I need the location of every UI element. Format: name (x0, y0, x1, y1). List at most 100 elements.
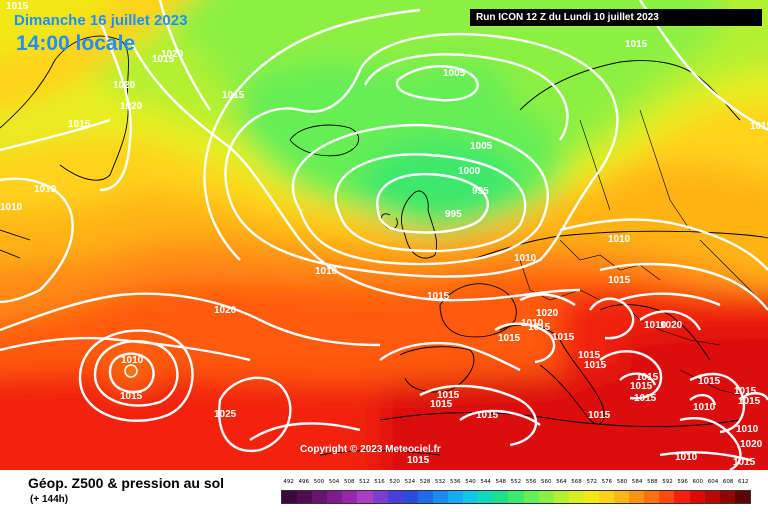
scale-swatch (478, 491, 494, 503)
isobar-label: 1010 (514, 253, 537, 264)
scale-label: 576 (601, 479, 613, 485)
isobar-label: 1015 (698, 376, 721, 387)
scale-swatch (583, 491, 599, 503)
scale-label: 536 (450, 479, 461, 485)
isobar-label: 1015 (738, 396, 761, 407)
scale-label: 500 (313, 479, 325, 485)
scale-label: 556 (525, 479, 537, 485)
scale-swatch (417, 491, 433, 503)
legend-subtitle: (+ 144h) (30, 494, 69, 505)
copyright-notice: Copyright © 2023 Meteociel.fr (300, 444, 441, 455)
isobar-label: 1015 (476, 410, 499, 421)
scale-swatch (493, 491, 509, 503)
scale-label: 516 (374, 479, 385, 485)
isobar-label: 1020 (536, 308, 559, 319)
isobar-label: 1005 (470, 141, 493, 152)
isobar-label: 1015 (750, 121, 768, 132)
high-pressure-center: 1010 (121, 355, 144, 378)
isobar-label: 1015 (427, 291, 450, 302)
scale-label: 540 (465, 479, 476, 485)
scale-swatch (387, 491, 403, 503)
scale-label: 548 (495, 479, 507, 485)
isobars (0, 0, 768, 470)
country-borders (519, 109, 761, 396)
scale-swatch (523, 491, 539, 503)
scale-swatch (312, 491, 328, 503)
scale-label: 564 (556, 479, 567, 485)
isobar-label: 1015 (552, 332, 575, 343)
scale-label: 520 (389, 479, 400, 485)
isobar-label: 1000 (458, 166, 481, 177)
scale-label: 604 (707, 479, 719, 485)
isobar-label: 1020 (161, 49, 184, 60)
isobar-label: 1015 (733, 457, 756, 468)
isobar-label: 1010 (644, 320, 667, 331)
scale-swatch (734, 491, 750, 503)
isobar-label: 1020 (660, 320, 683, 331)
isobar-label: 1015 (634, 393, 657, 404)
scale-swatch (432, 491, 449, 503)
isobar-label: 1015 (68, 119, 91, 130)
scale-label: 572 (586, 479, 597, 485)
isobar-label: 1005 (443, 68, 466, 79)
isobar-label: 1015 (437, 390, 460, 401)
isobar-label: 995 (472, 186, 489, 197)
isobar-label: 1015 (528, 322, 551, 333)
scale-swatch (508, 491, 524, 503)
isobar-label: 1015 (6, 1, 29, 12)
isobar-label: 1010 (521, 318, 544, 329)
isobar-label: 1020 (113, 80, 136, 91)
scale-label: 496 (298, 479, 309, 485)
isobar-label: 1010 (0, 202, 23, 213)
scale-swatch (538, 491, 554, 503)
scale-label: 492 (283, 479, 294, 485)
scale-label: 612 (738, 479, 749, 485)
isobar-label: 1015 (625, 39, 648, 50)
scale-label: 512 (359, 479, 370, 485)
isobar-label: 1015 (636, 372, 659, 383)
scale-label: 532 (434, 479, 446, 485)
isobar-label: 1015 (407, 455, 430, 466)
isobar-label: 1010 (693, 402, 716, 413)
scale-swatch (568, 491, 584, 503)
scale-swatch (674, 491, 690, 503)
isobar-label: 1015 (222, 90, 245, 101)
scale-label: 524 (404, 479, 416, 485)
scale-label: 588 (647, 479, 658, 485)
scale-label: 552 (510, 479, 522, 485)
scale-swatch (448, 491, 464, 503)
scale-label: 528 (419, 479, 431, 485)
weather-map: 1015 1020 1025 1015 1020 1020 1015 1015 … (0, 0, 768, 470)
scale-swatch (689, 491, 705, 503)
scale-swatch (719, 491, 735, 503)
isobar-label: 1020 (740, 439, 763, 450)
scale-swatch (644, 491, 660, 503)
scale-swatch (704, 491, 720, 503)
isobar-label: 1020 (120, 101, 143, 112)
isobar-label: 1015 (152, 54, 175, 65)
isobar-label: 1015 (578, 350, 601, 361)
isobar-label: 1015 (584, 360, 607, 371)
scale-label: 608 (722, 479, 734, 485)
scale-swatch (357, 491, 373, 503)
scale-label: 504 (328, 479, 340, 485)
high-pressure-label: 1010 (121, 355, 144, 366)
color-scale-labels: 492 496 500 504 508 512 516 520 524 528 532 536 540 5… (281, 479, 751, 489)
scale-label: 568 (571, 479, 582, 485)
scale-swatch (327, 491, 343, 503)
isobar-label: 1015 (734, 386, 757, 397)
scale-swatch (463, 491, 479, 503)
scale-swatch (342, 491, 358, 503)
isobar-label: 1025 (214, 409, 237, 420)
isobar-label: 1010 (34, 184, 57, 195)
scale-label: 600 (692, 479, 704, 485)
scale-swatch (629, 491, 645, 503)
scale-label: 544 (480, 479, 491, 485)
isobar-label: 1015 (608, 275, 631, 286)
scale-label: 508 (343, 479, 355, 485)
isobar-label: 1015 (120, 391, 143, 402)
scale-label: 584 (631, 479, 643, 485)
scale-label: 580 (616, 479, 628, 485)
scale-swatch (297, 491, 313, 503)
